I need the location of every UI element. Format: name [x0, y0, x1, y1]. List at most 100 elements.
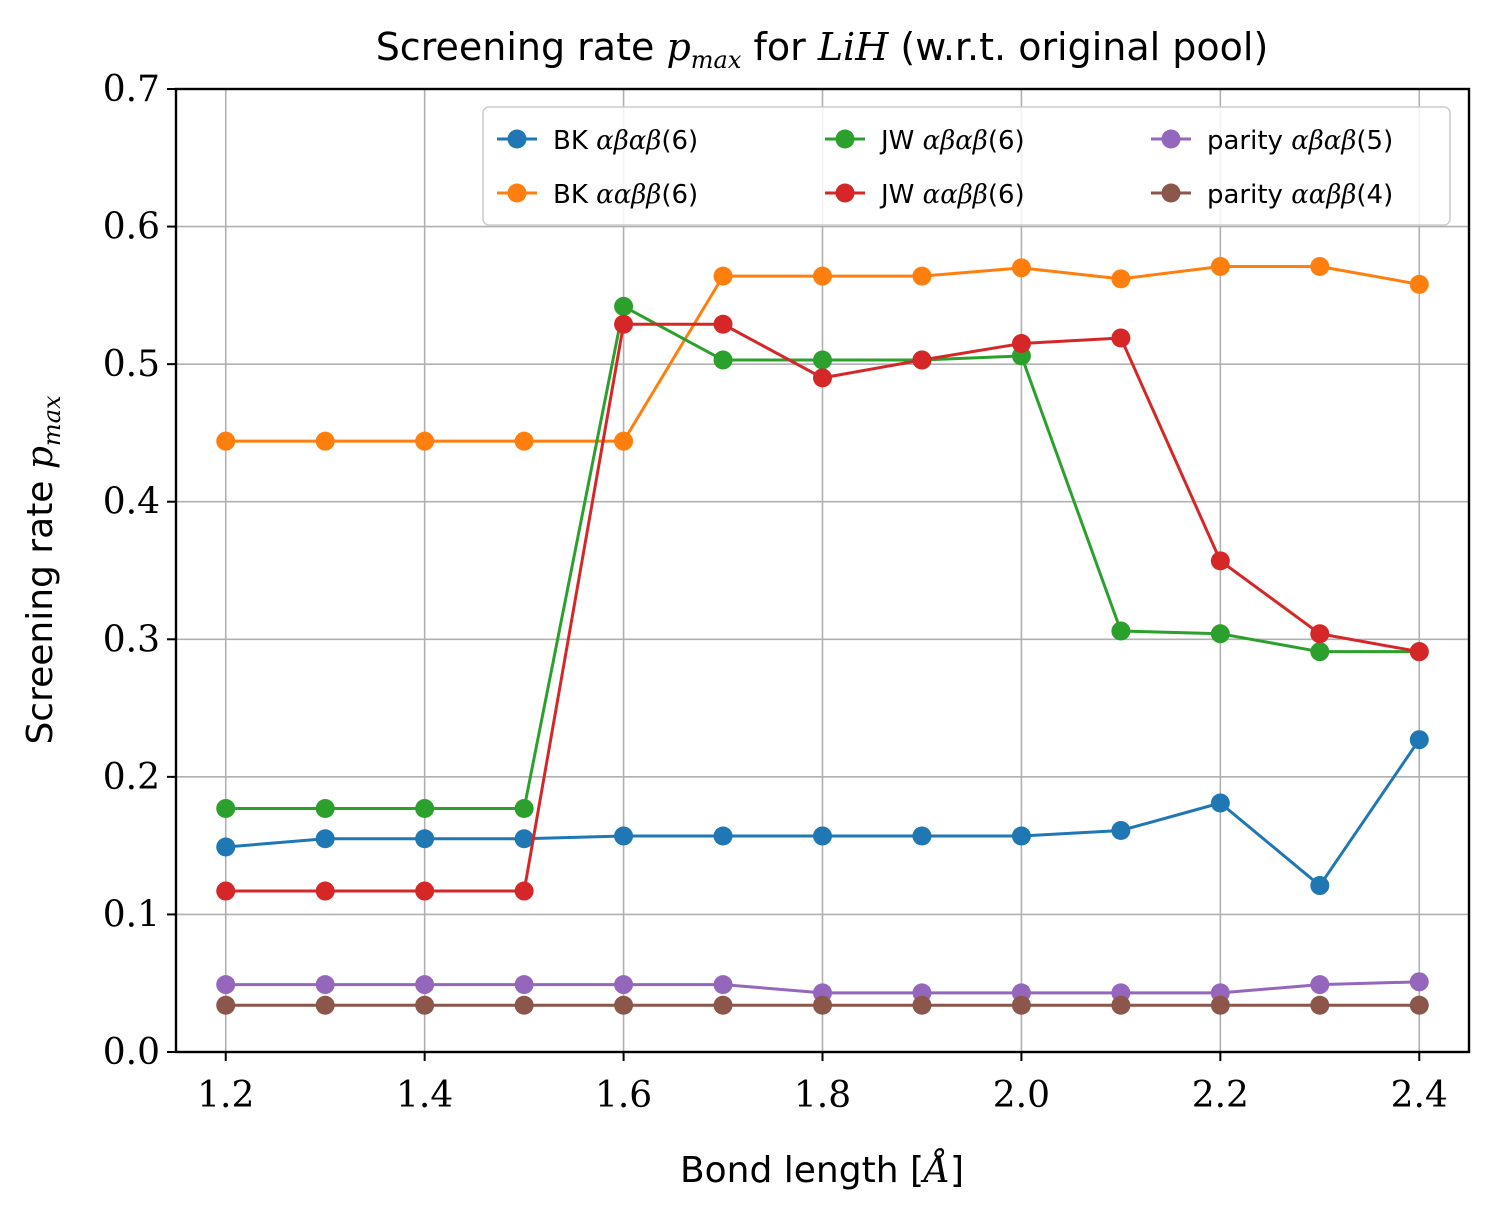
data-point: [1310, 256, 1330, 276]
data-point: [1210, 256, 1230, 276]
legend-marker: [835, 129, 855, 149]
data-point: [813, 266, 832, 286]
data-point: [912, 266, 932, 286]
y-tick-label: 0.0: [103, 1032, 160, 1073]
data-point: [216, 975, 236, 995]
x-tick-label: 1.6: [595, 1075, 652, 1116]
data-point: [813, 368, 832, 388]
data-point: [1111, 621, 1131, 641]
data-point: [912, 995, 932, 1015]
chart-title: Screening rate pmax for LiH (w.r.t. orig…: [376, 25, 1269, 74]
data-point: [713, 975, 733, 995]
data-point: [514, 829, 534, 849]
legend-label: JW αβαβ(6): [879, 126, 1025, 156]
legend-marker: [507, 129, 527, 149]
legend-label: parity ααββ(4): [1207, 180, 1393, 210]
x-tick-label: 2.0: [993, 1075, 1050, 1116]
data-point: [415, 798, 435, 818]
ticks: 1.2 1.4 1.6 1.8 2.0 2.2 2.4 0.0 0.1 0.2 0.3 0.4 0.5 0…: [103, 69, 1448, 1116]
data-point: [614, 296, 634, 316]
series-0: [216, 730, 1429, 896]
series-1: [216, 256, 1429, 451]
data-point: [514, 975, 534, 995]
data-point: [1409, 642, 1429, 662]
data-point: [1409, 972, 1429, 992]
legend-label: parity αβαβ(5): [1207, 126, 1393, 156]
data-point: [415, 829, 435, 849]
data-point: [216, 881, 236, 901]
data-point: [1111, 995, 1131, 1015]
data-point: [1011, 334, 1031, 354]
x-tick-label: 2.2: [1192, 1075, 1249, 1116]
data-point: [315, 995, 335, 1015]
legend-frame: [482, 106, 1451, 226]
legend-marker: [835, 183, 855, 203]
data-point: [1011, 826, 1031, 846]
data-point: [415, 995, 435, 1015]
data-point: [1210, 624, 1230, 644]
series-5: [216, 995, 1429, 1015]
data-point: [415, 975, 435, 995]
data-point: [614, 826, 634, 846]
data-point: [514, 798, 534, 818]
legend-entry-4: parity αβαβ(5): [1151, 126, 1393, 156]
x-tick-label: 1.8: [794, 1075, 851, 1116]
data-point: [1310, 975, 1330, 995]
y-tick-label: 0.5: [103, 344, 160, 385]
x-axis-label: Bond length [Å]: [680, 1149, 964, 1191]
data-point: [514, 431, 534, 451]
x-tick-label: 1.2: [197, 1075, 254, 1116]
data-point: [1409, 995, 1429, 1015]
y-tick-label: 0.2: [103, 757, 160, 798]
data-point: [813, 995, 832, 1015]
grid: [176, 88, 1469, 1053]
data-point: [514, 881, 534, 901]
data-point: [315, 431, 335, 451]
data-point: [1111, 269, 1131, 289]
data-point: [813, 826, 832, 846]
data-point: [415, 431, 435, 451]
data-point: [713, 826, 733, 846]
x-tick-label: 2.4: [1391, 1075, 1448, 1116]
data-point: [1210, 551, 1230, 571]
data-point: [1310, 995, 1330, 1015]
data-point: [315, 829, 335, 849]
data-point: [216, 995, 236, 1015]
legend-marker: [1161, 129, 1181, 149]
y-tick-label: 0.1: [103, 894, 160, 935]
data-point: [1310, 876, 1330, 896]
data-point: [1011, 995, 1031, 1015]
data-point: [713, 314, 733, 334]
y-tick-label: 0.3: [103, 619, 160, 660]
legend-entry-5: parity ααββ(4): [1151, 180, 1393, 210]
legend-entry-0: BK αβαβ(6): [497, 126, 698, 156]
y-tick-label: 0.4: [103, 482, 160, 523]
y-tick-label: 0.7: [103, 69, 160, 110]
y-tick-label: 0.6: [103, 207, 160, 248]
data-point: [713, 350, 733, 370]
legend: BK αβαβ(6) BK ααββ(6) JW αβαβ(6) JW ααββ(6)…: [482, 106, 1451, 226]
data-point: [614, 314, 634, 334]
data-point: [1210, 995, 1230, 1015]
data-point: [614, 995, 634, 1015]
data-point: [912, 826, 932, 846]
data-point: [1111, 821, 1131, 841]
x-tick-label: 1.4: [396, 1075, 453, 1116]
data-point: [1111, 328, 1131, 348]
legend-marker: [1161, 183, 1181, 203]
data-point: [216, 798, 236, 818]
legend-marker: [507, 183, 527, 203]
legend-entry-2: JW αβαβ(6): [825, 126, 1025, 156]
series-layer: [216, 256, 1429, 1015]
series-3: [216, 314, 1429, 901]
legend-entry-1: BK ααββ(6): [497, 180, 698, 210]
data-point: [614, 975, 634, 995]
data-point: [1409, 730, 1429, 750]
data-point: [813, 350, 832, 370]
data-point: [415, 881, 435, 901]
data-point: [713, 266, 733, 286]
data-point: [216, 837, 236, 857]
data-point: [315, 975, 335, 995]
data-point: [614, 431, 634, 451]
